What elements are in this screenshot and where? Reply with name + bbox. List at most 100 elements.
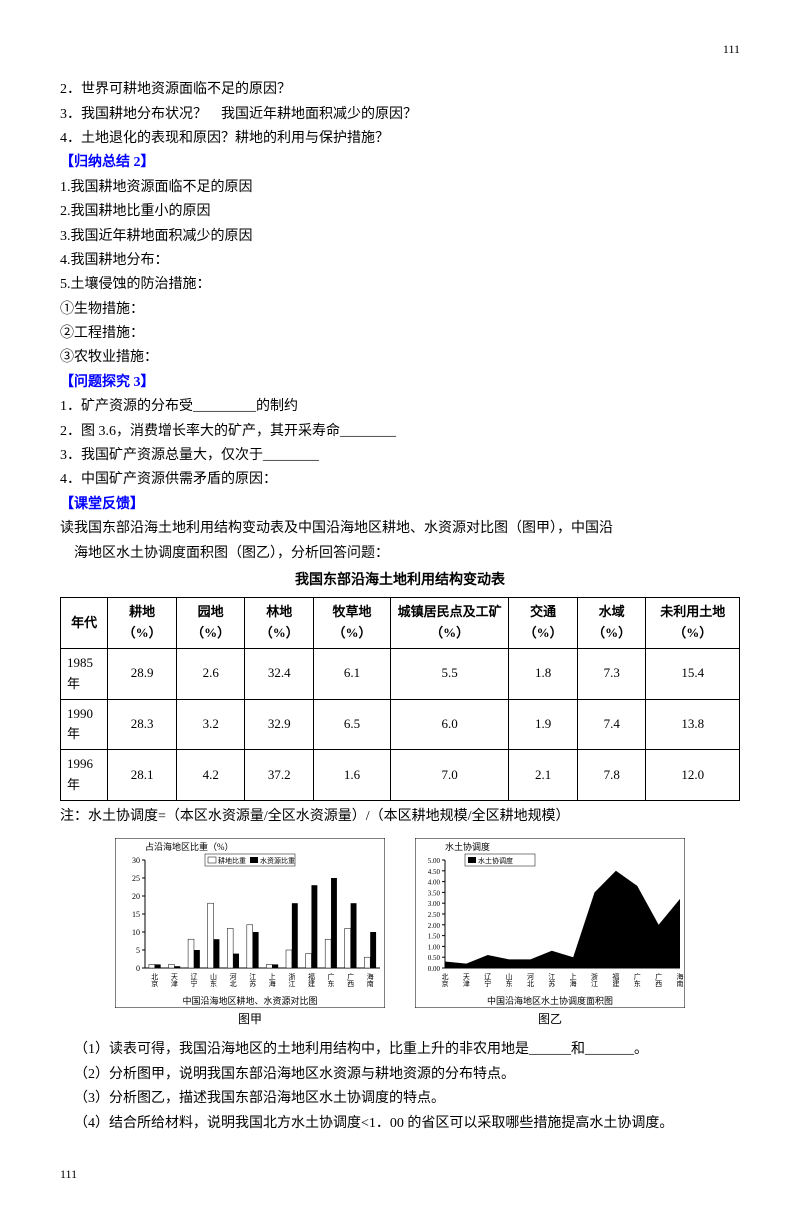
- table-cell: 7.8: [577, 750, 646, 801]
- s2-item: 4.我国耕地分布：: [60, 250, 740, 272]
- svg-text:山东: 山东: [505, 972, 513, 987]
- col-mucao: 牧草地（%）: [314, 598, 391, 649]
- s2-item: ③农牧业措施：: [60, 347, 740, 369]
- svg-text:20: 20: [132, 892, 140, 901]
- svg-text:4.50: 4.50: [428, 868, 441, 876]
- svg-text:4.00: 4.00: [428, 879, 441, 887]
- table-cell: 5.5: [390, 648, 508, 699]
- e3-item: 2．图 3.6，消费增长率大的矿产，其开采寿命________: [60, 421, 740, 443]
- svg-text:北京: 北京: [151, 973, 159, 988]
- svg-text:耕地比重: 耕地比重: [218, 856, 246, 865]
- svg-text:中国沿海地区水土协调度面积图: 中国沿海地区水土协调度面积图: [487, 995, 613, 1006]
- table-cell: 6.1: [314, 648, 391, 699]
- col-gengdi: 耕地（%）: [108, 598, 177, 649]
- svg-text:广东: 广东: [327, 972, 335, 987]
- summary2-list: 1.我国耕地资源面临不足的原因 2.我国耕地比重小的原因 3.我国近年耕地面积减…: [60, 177, 740, 370]
- svg-text:福建: 福建: [612, 972, 620, 988]
- sq1: （1）读表可得，我国沿海地区的土地利用结构中，比重上升的非农用地是______和…: [60, 1039, 740, 1061]
- table-cell: 12.0: [646, 750, 740, 801]
- table-cell: 28.9: [108, 648, 177, 699]
- chart-a-box: 占沿海地区比重（%）耕地比重水资源比重051015202530北京天津辽宁山东河…: [115, 838, 385, 1029]
- svg-text:浙江: 浙江: [288, 972, 296, 988]
- chart-b-caption: 图乙: [538, 1010, 562, 1029]
- svg-text:水资源比重: 水资源比重: [260, 856, 295, 865]
- table-cell: 1.8: [509, 648, 578, 699]
- table-cell: 15.4: [646, 648, 740, 699]
- col-year: 年代: [61, 598, 108, 649]
- svg-text:海南: 海南: [366, 972, 374, 987]
- svg-text:3.50: 3.50: [428, 890, 441, 898]
- svg-text:河北: 河北: [229, 973, 237, 988]
- svg-text:河北: 河北: [526, 973, 534, 988]
- col-shuiyu: 水域（%）: [577, 598, 646, 649]
- chart-a-caption: 图甲: [238, 1010, 262, 1029]
- s2-item: 1.我国耕地资源面临不足的原因: [60, 177, 740, 199]
- table-cell: 1990年: [61, 699, 108, 750]
- svg-text:山东: 山东: [210, 972, 218, 987]
- table-cell: 1985年: [61, 648, 108, 699]
- svg-text:江苏: 江苏: [249, 973, 257, 988]
- q2: 2．世界可耕地资源面临不足的原因？: [60, 79, 740, 101]
- table-cell: 6.5: [314, 699, 391, 750]
- s2-item: 2.我国耕地比重小的原因: [60, 201, 740, 223]
- s2-item: ①生物措施：: [60, 299, 740, 321]
- table-title: 我国东部沿海土地利用结构变动表: [60, 570, 740, 592]
- s2-item: 5.土壤侵蚀的防治措施：: [60, 274, 740, 296]
- table-cell: 7.4: [577, 699, 646, 750]
- svg-text:5: 5: [136, 946, 140, 955]
- svg-text:上海: 上海: [569, 972, 577, 988]
- explore3-list: 1．矿产资源的分布受_________的制约 2．图 3.6，消费增长率大的矿产…: [60, 396, 740, 492]
- svg-text:上海: 上海: [268, 972, 276, 988]
- page-number-bottom: 111: [60, 1165, 740, 1184]
- land-use-table: 年代 耕地（%） 园地（%） 林地（%） 牧草地（%） 城镇居民点及工矿（%） …: [60, 597, 740, 800]
- page-number-top: 111: [60, 40, 740, 59]
- col-weiliyong: 未利用土地（%）: [646, 598, 740, 649]
- chart-b-box: 水土协调度水土协调度0.000.501.001.502.002.503.003.…: [415, 838, 685, 1029]
- col-lindi: 林地（%）: [245, 598, 314, 649]
- svg-text:天津: 天津: [170, 973, 178, 988]
- svg-text:江苏: 江苏: [548, 973, 556, 988]
- sq2: （2）分析图甲，说明我国东部沿海地区水资源与耕地资源的分布特点。: [60, 1064, 740, 1086]
- svg-text:10: 10: [132, 928, 140, 937]
- chart-a-svg: 占沿海地区比重（%）耕地比重水资源比重051015202530北京天津辽宁山东河…: [115, 838, 385, 1008]
- col-yuandi: 园地（%）: [176, 598, 245, 649]
- charts-row: 占沿海地区比重（%）耕地比重水资源比重051015202530北京天津辽宁山东河…: [60, 838, 740, 1029]
- table-cell: 1996年: [61, 750, 108, 801]
- table-header-row: 年代 耕地（%） 园地（%） 林地（%） 牧草地（%） 城镇居民点及工矿（%） …: [61, 598, 740, 649]
- table-cell: 2.6: [176, 648, 245, 699]
- table-row: 1996年28.14.237.21.67.02.17.812.0: [61, 750, 740, 801]
- svg-text:广西: 广西: [347, 972, 355, 988]
- chart-b-svg: 水土协调度水土协调度0.000.501.001.502.002.503.003.…: [415, 838, 685, 1008]
- feedback-header: 【课堂反馈】: [60, 494, 740, 516]
- table-cell: 4.2: [176, 750, 245, 801]
- svg-text:辽宁: 辽宁: [484, 973, 492, 987]
- svg-text:2.00: 2.00: [428, 922, 441, 930]
- svg-text:广西: 广西: [655, 972, 663, 988]
- svg-text:中国沿海地区耕地、水资源对比图: 中国沿海地区耕地、水资源对比图: [182, 995, 317, 1006]
- table-cell: 2.1: [509, 750, 578, 801]
- table-cell: 32.9: [245, 699, 314, 750]
- table-cell: 1.9: [509, 699, 578, 750]
- svg-text:水土协调度: 水土协调度: [478, 856, 513, 865]
- explore3-header: 【问题探究 3】: [60, 372, 740, 394]
- svg-text:北京: 北京: [441, 973, 449, 988]
- s2-item: ②工程措施：: [60, 323, 740, 345]
- table-row: 1985年28.92.632.46.15.51.87.315.4: [61, 648, 740, 699]
- q3: 3．我国耕地分布状况？ 我国近年耕地面积减少的原因？: [60, 104, 740, 126]
- table-cell: 3.2: [176, 699, 245, 750]
- svg-text:2.50: 2.50: [428, 911, 441, 919]
- svg-text:辽宁: 辽宁: [190, 973, 198, 987]
- feedback-intro2: 海地区水土协调度面积图（图乙），分析回答问题：: [60, 543, 740, 565]
- top-questions: 2．世界可耕地资源面临不足的原因？ 3．我国耕地分布状况？ 我国近年耕地面积减少…: [60, 79, 740, 150]
- table-cell: 6.0: [390, 699, 508, 750]
- table-cell: 32.4: [245, 648, 314, 699]
- e3-item: 4．中国矿产资源供需矛盾的原因：: [60, 469, 740, 491]
- svg-text:0.50: 0.50: [428, 954, 441, 962]
- table-cell: 28.1: [108, 750, 177, 801]
- svg-text:25: 25: [132, 874, 140, 883]
- q4: 4．土地退化的表现和原因？耕地的利用与保护措施？: [60, 128, 740, 150]
- svg-text:水土协调度: 水土协调度: [445, 841, 490, 852]
- svg-text:天津: 天津: [462, 973, 470, 988]
- svg-text:占沿海地区比重（%）: 占沿海地区比重（%）: [145, 841, 234, 852]
- table-cell: 13.8: [646, 699, 740, 750]
